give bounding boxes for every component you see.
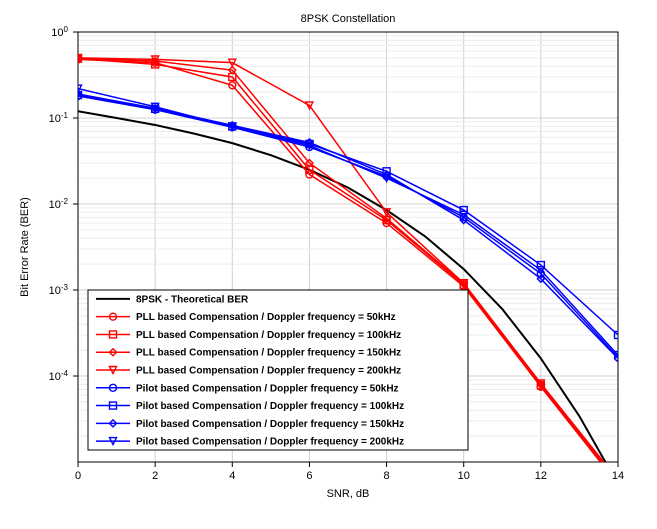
legend-label: Pilot based Compensation / Doppler frequ…	[136, 401, 404, 412]
xtick-label: 14	[612, 470, 624, 482]
ytick-label: 100	[51, 25, 68, 40]
chart-title: 8PSK Constellation	[301, 13, 396, 25]
xtick-label: 0	[75, 470, 81, 482]
legend-label: PLL based Compensation / Doppler frequen…	[136, 312, 396, 323]
chart-svg: 0 2 4 6 8 10 12 14 100 10-1 10-2 10-3 10-4 8PSK Const…	[0, 0, 657, 524]
legend-label: Pilot based Compensation / Doppler frequ…	[136, 437, 404, 448]
xtick-label: 6	[306, 470, 312, 482]
legend-label: 8PSK - Theoretical BER	[136, 294, 249, 305]
legend-label: PLL based Compensation / Doppler frequen…	[136, 348, 401, 359]
xtick-label: 10	[458, 470, 470, 482]
xtick-label: 2	[152, 470, 158, 482]
legend-label: Pilot based Compensation / Doppler frequ…	[136, 419, 404, 430]
xtick-label: 8	[384, 470, 390, 482]
xtick-label: 12	[535, 470, 547, 482]
chart-container: 0 2 4 6 8 10 12 14 100 10-1 10-2 10-3 10-4 8PSK Const…	[0, 0, 657, 524]
ytick-label: 10-3	[49, 283, 69, 298]
x-axis-label: SNR, dB	[327, 488, 370, 500]
legend-label: Pilot based Compensation / Doppler frequ…	[136, 383, 399, 394]
legend-label: PLL based Compensation / Doppler frequen…	[136, 330, 401, 341]
ytick-label: 10-2	[49, 197, 69, 212]
ytick-label: 10-4	[49, 369, 69, 384]
y-axis-label: Bit Error Rate (BER)	[19, 197, 31, 297]
xtick-label: 4	[229, 470, 235, 482]
legend-label: PLL based Compensation / Doppler frequen…	[136, 366, 401, 377]
ytick-label: 10-1	[49, 111, 69, 126]
